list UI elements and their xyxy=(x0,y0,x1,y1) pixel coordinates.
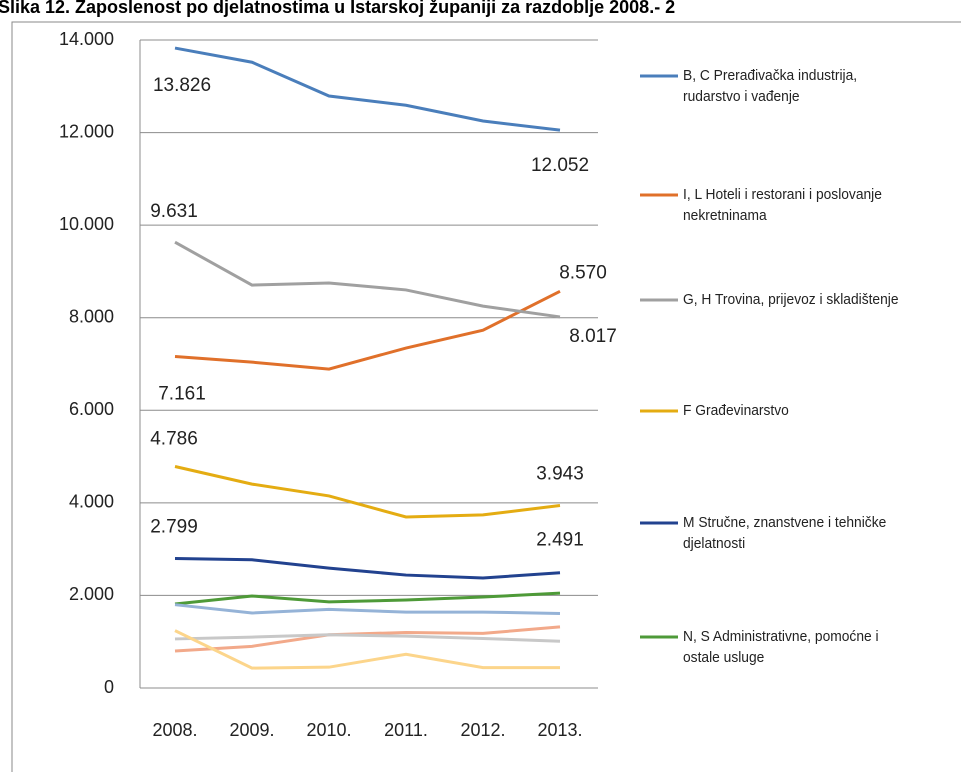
series-line xyxy=(174,629,560,670)
series-line xyxy=(174,591,561,606)
y-tick-label: 8.000 xyxy=(69,306,114,326)
series-line xyxy=(174,633,561,643)
y-tick-label: 10.000 xyxy=(59,214,114,234)
series-line xyxy=(174,556,561,580)
y-tick-label: 6.000 xyxy=(69,399,114,419)
x-tick-label: 2011. xyxy=(384,720,428,740)
legend-label: I, L Hoteli i restorani i poslovanje nek… xyxy=(683,186,882,224)
y-tick-label: 12.000 xyxy=(59,121,114,141)
legend-label: N, S Administrativne, pomoćne i ostale u… xyxy=(683,628,879,666)
chart-frame xyxy=(11,21,961,772)
data-label: 7.161 xyxy=(158,384,206,405)
legend-label: B, C Prerađivačka industrija, rudarstvo … xyxy=(683,67,858,105)
data-label: 8.570 xyxy=(559,262,607,283)
y-tick-label: 0 xyxy=(104,677,114,697)
chart-title: Slika 12. Zaposlenost po djelatnostima u… xyxy=(0,0,675,17)
legend-label: F Građevinarstvo xyxy=(683,402,789,419)
legend-label: M Stručne, znanstvene i tehničke djelatn… xyxy=(683,514,887,552)
y-tick-label: 4.000 xyxy=(69,492,114,512)
x-tick-label: 2012. xyxy=(460,720,505,740)
series-line xyxy=(174,240,561,319)
data-label: 2.799 xyxy=(150,516,198,537)
data-label: 4.786 xyxy=(150,428,198,449)
x-tick-label: 2010. xyxy=(306,720,351,740)
series-line xyxy=(174,465,561,519)
data-label: 2.491 xyxy=(536,530,584,551)
series-line xyxy=(174,289,561,371)
series-line xyxy=(174,625,561,653)
data-label: 8.017 xyxy=(569,326,617,347)
data-label: 3.943 xyxy=(536,464,584,485)
x-tick-label: 2013. xyxy=(537,720,582,740)
legend-label: G, H Trovina, prijevoz i skladištenje xyxy=(683,291,899,308)
y-tick-label: 2.000 xyxy=(69,584,114,604)
data-label: 12.052 xyxy=(531,155,589,176)
data-label: 13.826 xyxy=(153,75,211,96)
series-line xyxy=(174,603,561,615)
y-tick-label: 14.000 xyxy=(59,29,114,49)
data-label: 9.631 xyxy=(150,201,198,222)
x-tick-label: 2009. xyxy=(229,720,274,740)
x-tick-label: 2008. xyxy=(152,720,197,740)
series-line xyxy=(174,46,561,132)
